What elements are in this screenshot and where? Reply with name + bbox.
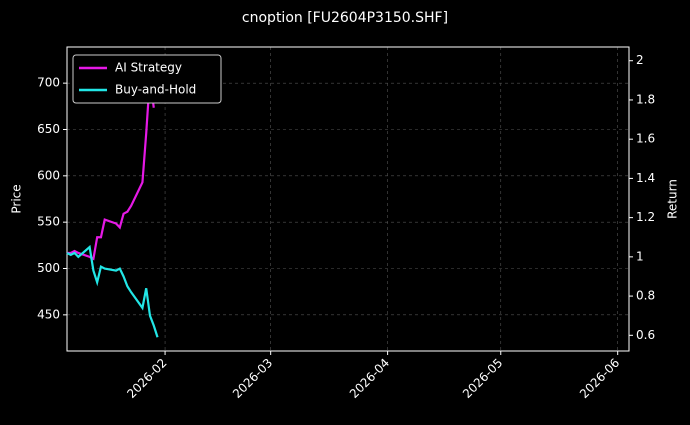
y-tick-label: 600: [37, 168, 60, 182]
y2-tick-label: 1.2: [636, 210, 655, 224]
y2-tick-label: 0.6: [636, 328, 655, 342]
x-tick-label: 2026-02: [124, 356, 169, 401]
y2-tick-label: 1.4: [636, 171, 655, 185]
legend-box: [72, 54, 222, 104]
y2-tick-label: 2: [636, 53, 644, 67]
legend: AI Strategy Buy-and-Hold: [72, 54, 222, 104]
y-tick-label: 650: [37, 122, 60, 136]
y-tick-label: 450: [37, 307, 60, 321]
legend-label: Buy-and-Hold: [115, 83, 196, 97]
y2-tick-label: 1.8: [636, 92, 655, 106]
y-axis-label: Price: [10, 184, 24, 213]
y2-tick-label: 1: [636, 249, 644, 263]
y2-axis-label: Return: [666, 179, 680, 219]
legend-label: AI Strategy: [115, 61, 182, 75]
y2-tick-label: 1.6: [636, 132, 655, 146]
x-tick-label: 2026-03: [230, 356, 275, 401]
plot-frame: [66, 46, 630, 352]
series-line: [67, 76, 155, 261]
chart-title: cnoption [FU2604P3150.SHF]: [242, 10, 448, 26]
y2-tick-label: 0.8: [636, 289, 655, 303]
x-tick-label: 2026-06: [577, 356, 622, 401]
y-tick-label: 700: [37, 76, 60, 90]
x-tick-label: 2026-04: [347, 356, 392, 401]
y-tick-label: 550: [37, 215, 60, 229]
series-line: [66, 244, 159, 338]
y-tick-label: 500: [37, 261, 60, 275]
x-tick-label: 2026-05: [460, 356, 505, 401]
